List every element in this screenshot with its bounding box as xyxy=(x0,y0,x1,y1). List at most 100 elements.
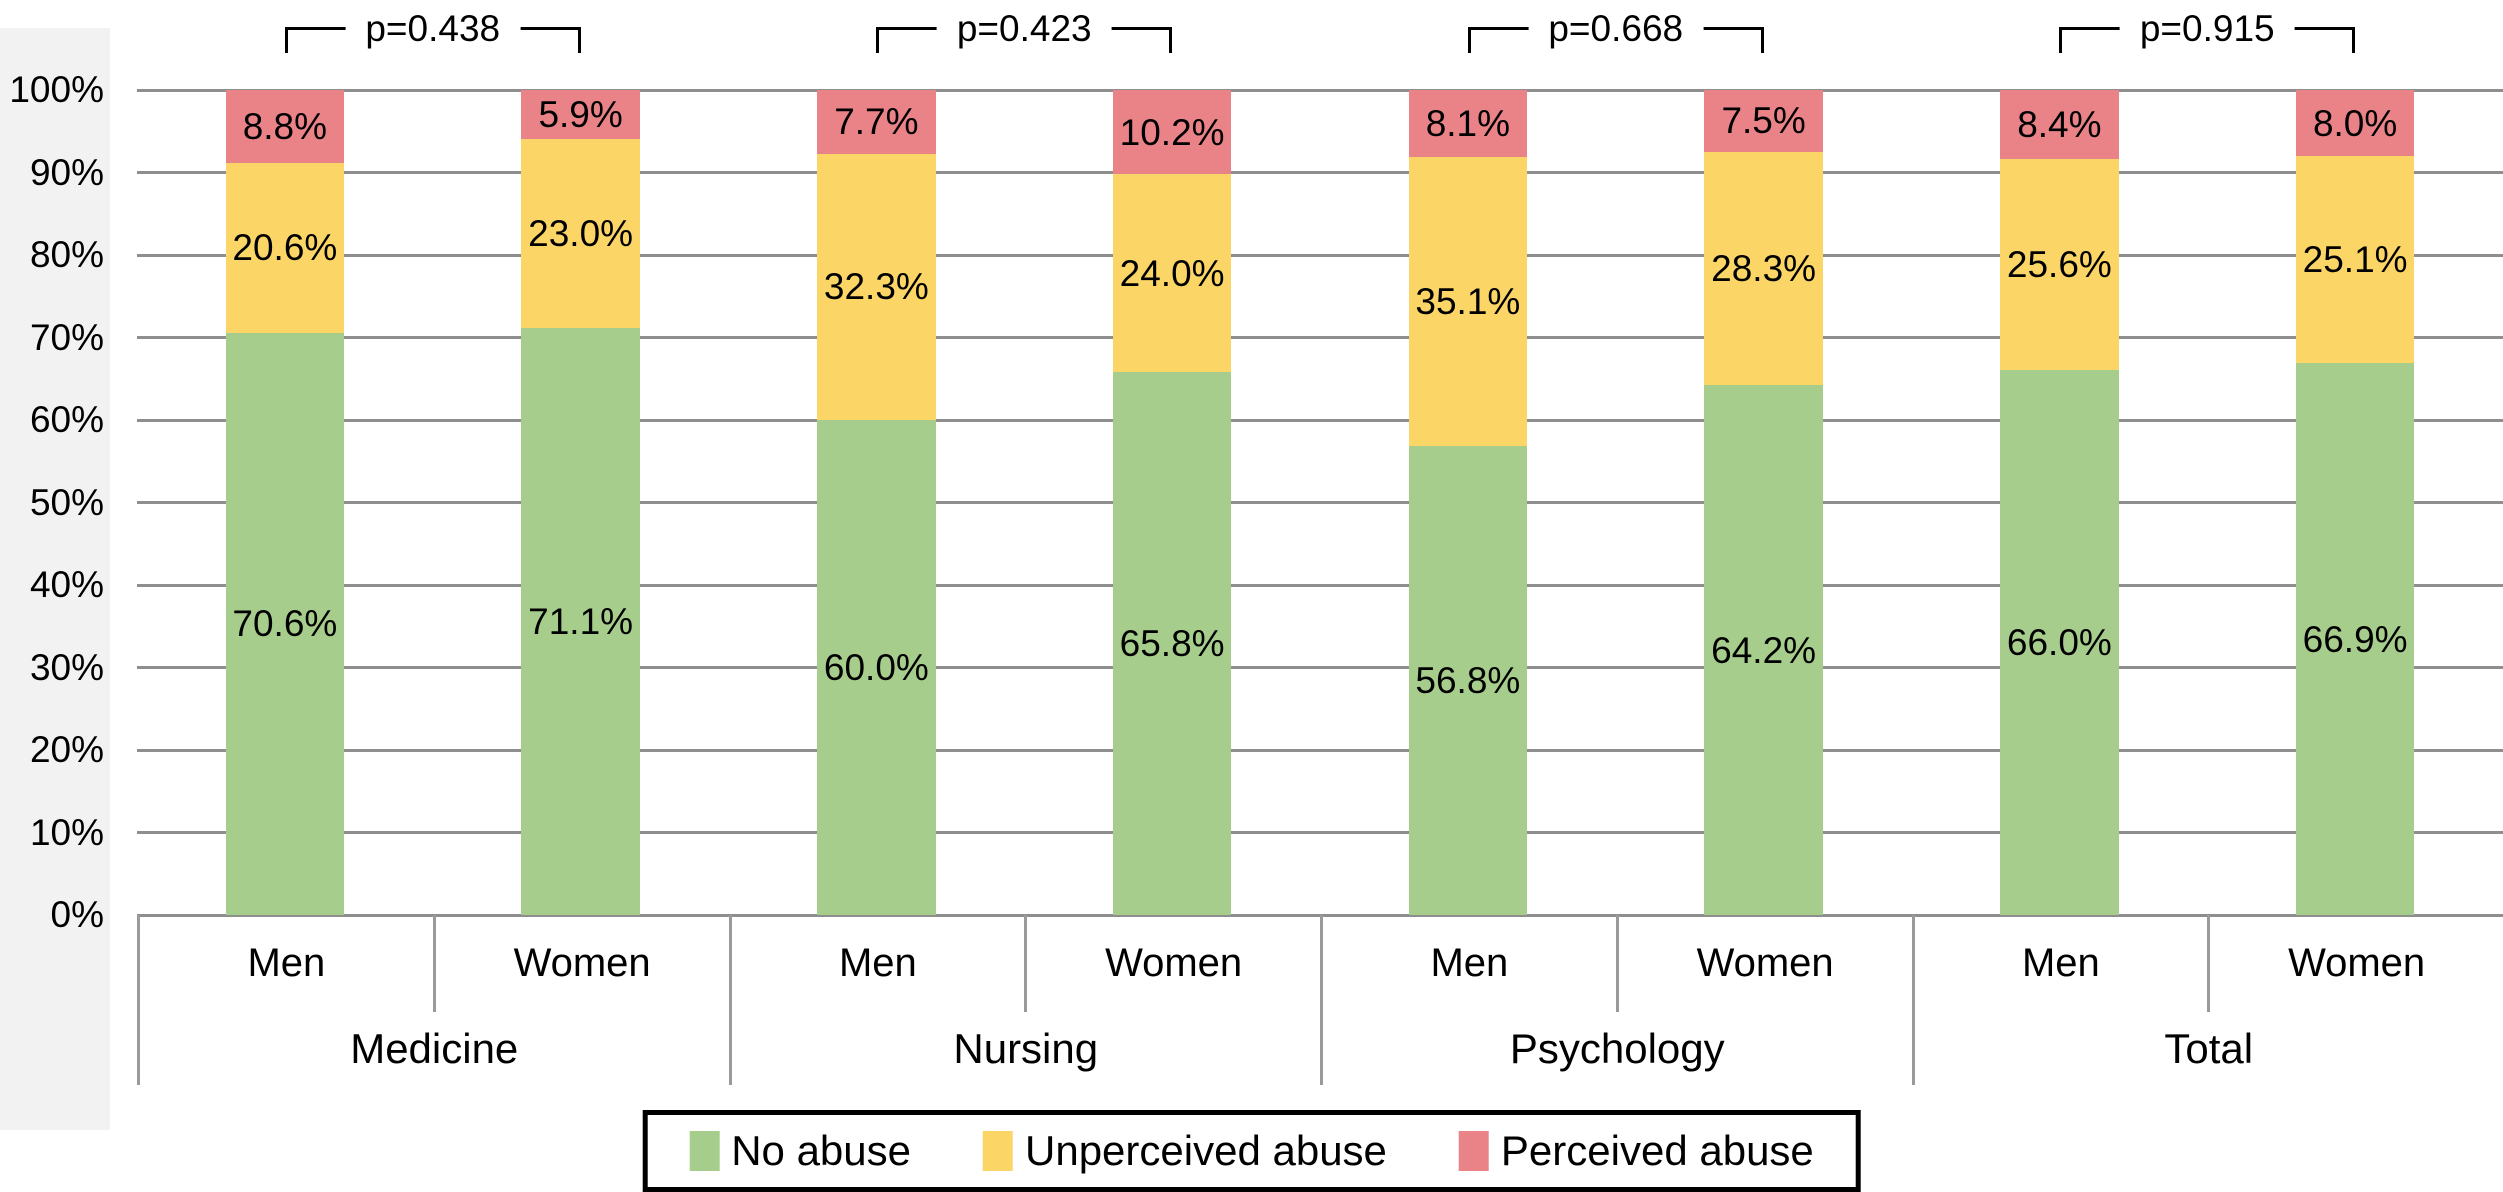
bracket-right-drop xyxy=(578,27,581,53)
p-value-label: p=0.438 xyxy=(345,6,520,52)
no-abuse-swatch-icon xyxy=(689,1131,719,1171)
bar-segment-perceived-abuse: 8.1% xyxy=(1409,90,1527,157)
y-axis-tick-label: 20% xyxy=(0,729,104,771)
y-axis-tick-label: 60% xyxy=(0,399,104,441)
unperceived-abuse-swatch-icon xyxy=(983,1131,1013,1171)
axis-label-men: Men xyxy=(140,915,433,1012)
bracket-right-drop xyxy=(1169,27,1172,53)
bar-segment-unperceived-abuse: 25.1% xyxy=(2296,156,2414,363)
stacked-bar-nursing-women: 10.2% 24.0% 65.8% xyxy=(1113,90,1231,915)
bar-segment-no-abuse: 71.1% xyxy=(521,328,639,915)
bar-value-label: 5.9% xyxy=(538,96,622,133)
bar-value-label: 35.1% xyxy=(1415,283,1520,320)
y-axis-tick-label: 70% xyxy=(0,317,104,359)
bar-slot-total-men: 8.4%25.6% 66.0% xyxy=(1912,90,2208,915)
bar-value-label: 23.0% xyxy=(528,215,633,252)
bracket-left-drop xyxy=(876,27,879,53)
y-axis-tick-label: 0% xyxy=(0,894,104,936)
bar-value-label: 10.2% xyxy=(1120,114,1225,151)
bar-segment-perceived-abuse: 5.9% xyxy=(521,90,639,139)
bracket-left-drop xyxy=(285,27,288,53)
bar-value-label: 8.1% xyxy=(1426,105,1510,142)
bar-segment-no-abuse: 64.2% xyxy=(1704,385,1822,915)
axis-group-label-medicine: Medicine xyxy=(140,1012,729,1085)
legend-label: No abuse xyxy=(731,1127,911,1175)
axis-label-women: Women xyxy=(1616,915,1912,1012)
bar-segment-perceived-abuse: 7.5% xyxy=(1704,90,1822,152)
bar-segment-perceived-abuse: 8.0% xyxy=(2296,90,2414,156)
bar-segment-perceived-abuse: 8.4% xyxy=(2000,90,2118,159)
bar-group-nursing: 7.7% 32.3% 60.0% 10.2% 24.0% 65.8% xyxy=(729,90,1321,915)
y-axis-tick-label: 80% xyxy=(0,234,104,276)
bar-value-label: 56.8% xyxy=(1415,662,1520,699)
bar-value-label: 65.8% xyxy=(1120,625,1225,662)
bar-segment-no-abuse: 66.9% xyxy=(2296,363,2414,915)
legend-item-unperceived-abuse: Unperceived abuse xyxy=(983,1127,1387,1175)
bracket-right-drop xyxy=(1761,27,1764,53)
bar-slot-psychology-men: 8.1% 35.1% 56.8% xyxy=(1320,90,1616,915)
legend-item-no-abuse: No abuse xyxy=(689,1127,911,1175)
bar-segment-unperceived-abuse: 23.0% xyxy=(521,139,639,329)
perceived-abuse-swatch-icon xyxy=(1459,1131,1489,1171)
legend-label: Perceived abuse xyxy=(1501,1127,1814,1175)
y-axis-tick-label: 90% xyxy=(0,152,104,194)
bar-value-label: 7.7% xyxy=(834,103,918,140)
bar-segment-no-abuse: 66.0% xyxy=(2000,370,2118,915)
stacked-bar-nursing-men: 7.7% 32.3% 60.0% xyxy=(817,90,935,915)
p-value-label: p=0.668 xyxy=(1528,6,1703,52)
axis-label-men: Men xyxy=(1323,915,1616,1012)
legend-label: Unperceived abuse xyxy=(1025,1127,1387,1175)
bar-value-label: 32.3% xyxy=(824,268,929,305)
bar-segment-unperceived-abuse: 20.6% xyxy=(226,163,344,333)
y-axis-tick-label: 50% xyxy=(0,482,104,524)
bracket-right-drop xyxy=(2352,27,2355,53)
bar-value-label: 8.0% xyxy=(2313,105,2397,142)
y-axis-tick-label: 100% xyxy=(0,69,104,111)
bar-value-label: 25.1% xyxy=(2303,241,2408,278)
axis-label-men: Men xyxy=(732,915,1025,1012)
bar-group-medicine: 8.8% 20.6% 70.6% 5.9% 23.0% 71.1% xyxy=(137,90,729,915)
legend-box: No abuse Unperceived abuse Perceived abuse xyxy=(642,1110,1861,1192)
bar-slot-nursing-women: 10.2% 24.0% 65.8% xyxy=(1024,90,1320,915)
bar-value-label: 8.8% xyxy=(243,108,327,145)
bar-value-label: 28.3% xyxy=(1711,250,1816,287)
bar-segment-perceived-abuse: 8.8% xyxy=(226,90,344,163)
bar-segment-unperceived-abuse: 35.1% xyxy=(1409,157,1527,447)
bar-segment-unperceived-abuse: 24.0% xyxy=(1113,174,1231,372)
bar-slot-nursing-men: 7.7% 32.3% 60.0% xyxy=(729,90,1025,915)
axis-label-men: Men xyxy=(1915,915,2208,1012)
bar-value-label: 70.6% xyxy=(232,605,337,642)
bar-segment-no-abuse: 60.0% xyxy=(817,420,935,915)
stacked-bar-total-men: 8.4%25.6% 66.0% xyxy=(2000,90,2118,915)
p-value-label: p=0.915 xyxy=(2120,6,2295,52)
axis-label-women: Women xyxy=(433,915,729,1012)
stacked-bar-total-women: 8.0% 25.1% 66.9% xyxy=(2296,90,2414,915)
bar-segment-unperceived-abuse: 25.6% xyxy=(2000,159,2118,370)
bracket-group-medicine: p=0.438 xyxy=(137,0,729,90)
stacked-bar-psychology-men: 8.1% 35.1% 56.8% xyxy=(1409,90,1527,915)
bar-value-label: 24.0% xyxy=(1120,255,1225,292)
y-axis-tick-label: 40% xyxy=(0,564,104,606)
bracket-group-psychology: p=0.668 xyxy=(1320,0,1912,90)
bar-value-label: 64.2% xyxy=(1711,632,1816,669)
y-axis-tick-label: 10% xyxy=(0,812,104,854)
bar-value-label: 66.0% xyxy=(2007,624,2112,661)
plot-area: 8.8% 20.6% 70.6% 5.9% 23.0% 71.1% 7.7% 32.3% 60.… xyxy=(137,90,2503,915)
stacked-bar-medicine-women: 5.9% 23.0% 71.1% xyxy=(521,90,639,915)
bar-slot-total-women: 8.0% 25.1% 66.9% xyxy=(2207,90,2503,915)
bar-value-label: 66.9% xyxy=(2303,621,2408,658)
bar-segment-unperceived-abuse: 28.3% xyxy=(1704,152,1822,385)
stacked-bar-medicine-men: 8.8% 20.6% 70.6% xyxy=(226,90,344,915)
axis-group-label-nursing: Nursing xyxy=(732,1012,1321,1085)
axis-group-label-total: Total xyxy=(1915,1012,2503,1085)
bar-segment-perceived-abuse: 7.7% xyxy=(817,90,935,154)
stacked-bar-psychology-women: 7.5% 28.3% 64.2% xyxy=(1704,90,1822,915)
